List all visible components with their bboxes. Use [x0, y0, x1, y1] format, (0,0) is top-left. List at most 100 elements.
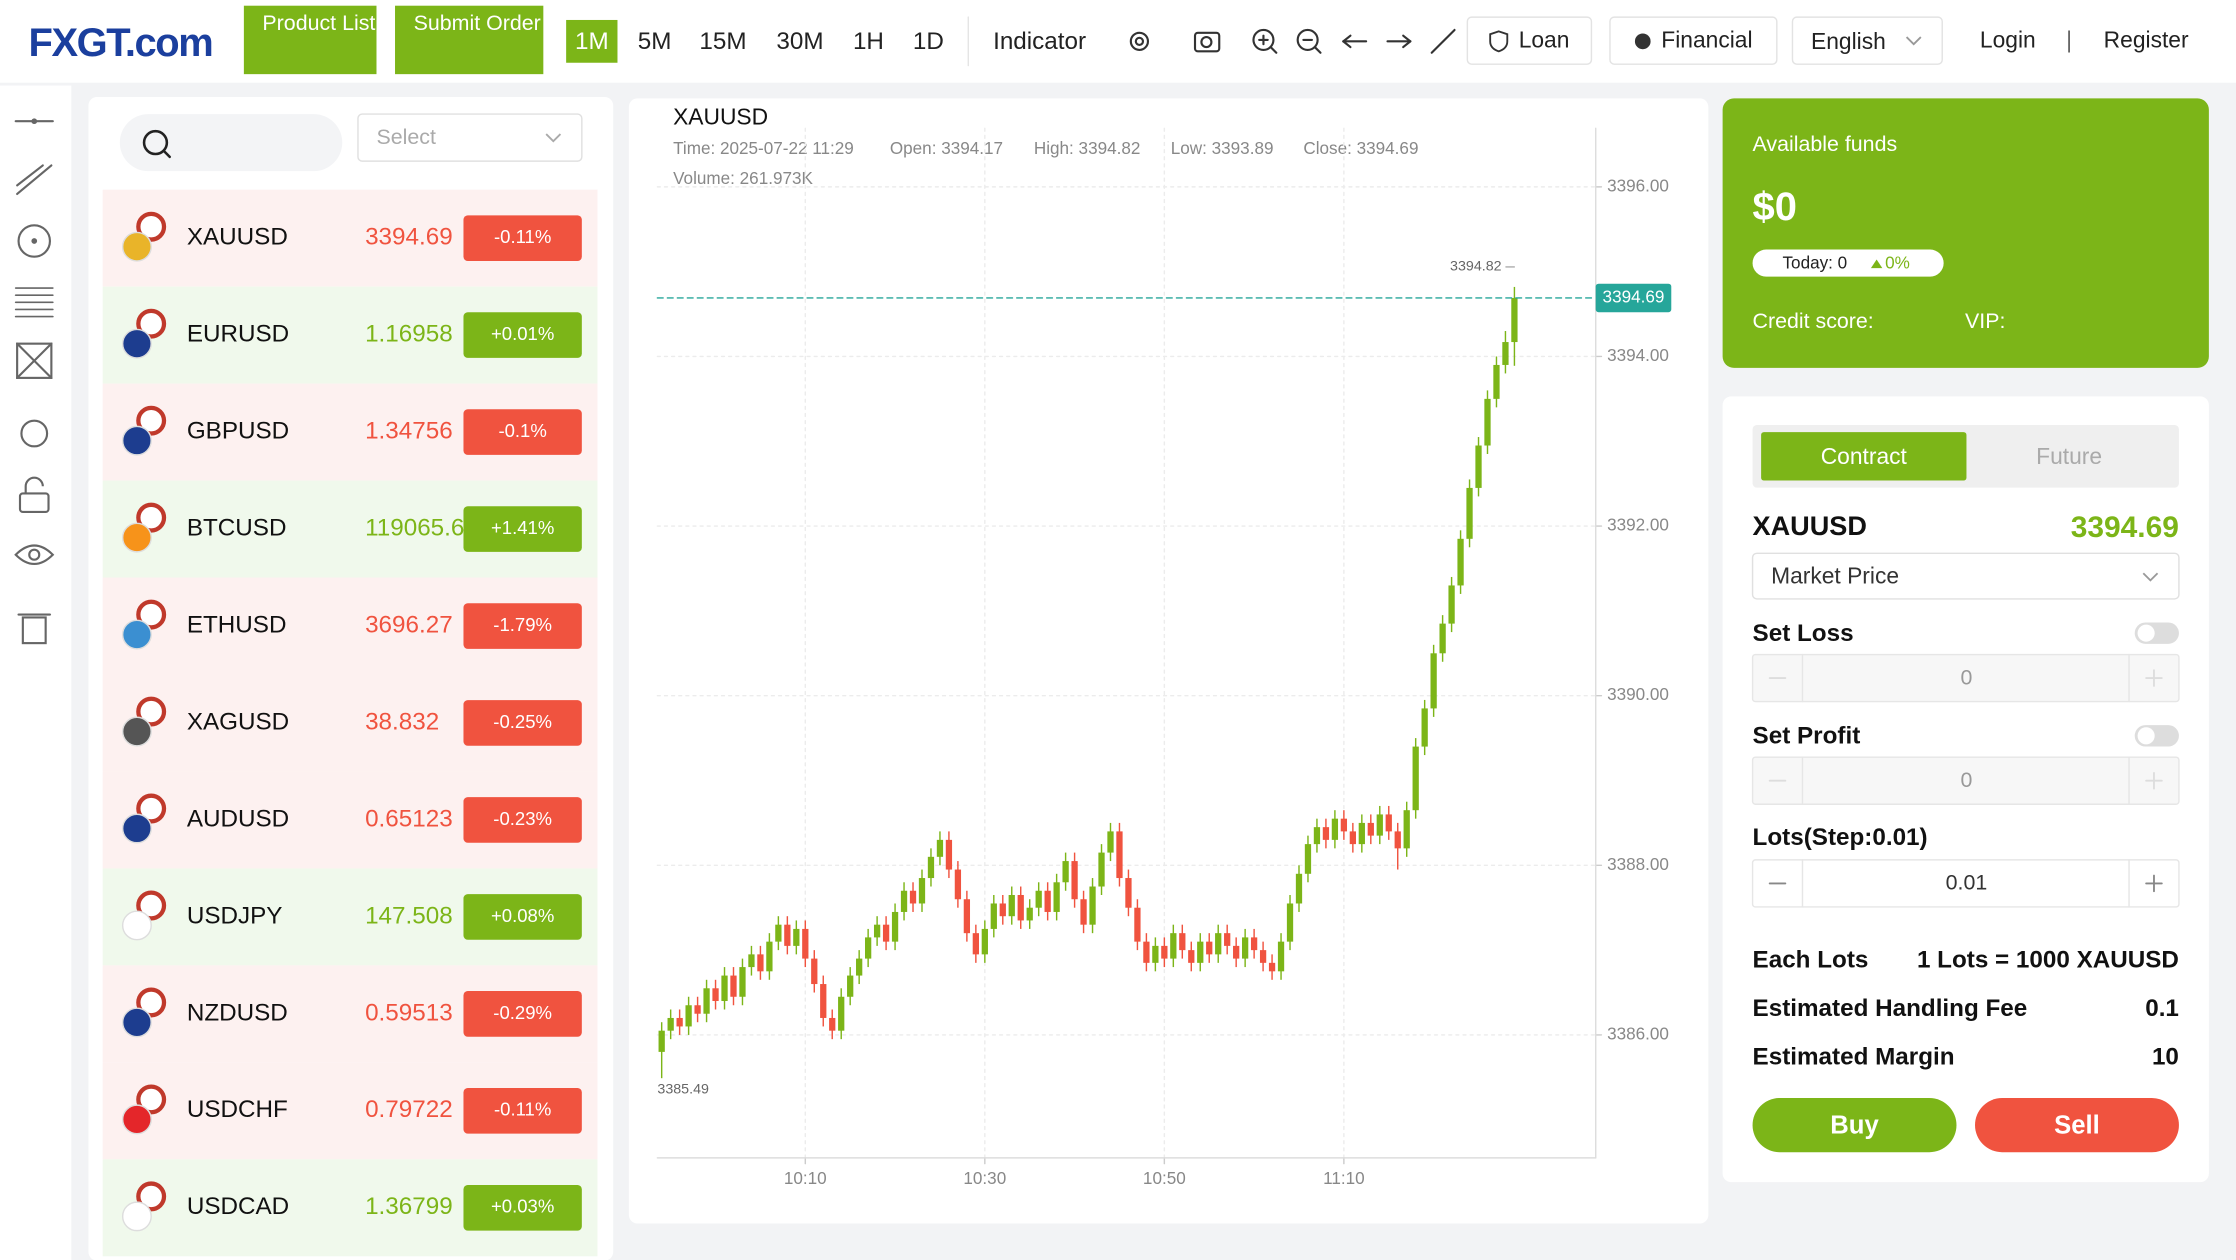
tool-trend — [16, 164, 44, 187]
candle-body — [1421, 708, 1428, 747]
y-tick-label: 3388.00 — [1607, 855, 1669, 874]
flag-us — [136, 890, 167, 921]
input-field[interactable] — [1751, 859, 2180, 908]
symbol: XAGUSD — [187, 708, 289, 735]
loan[interactable]: Loan — [1519, 26, 1570, 52]
left-icon — [1342, 34, 1352, 43]
x-tick-label: 10:10 — [784, 1169, 827, 1188]
candle-body — [775, 924, 782, 942]
input-field[interactable] — [1751, 756, 2180, 805]
change: -0.23% — [493, 808, 552, 829]
candle-body — [820, 984, 827, 1018]
input-field[interactable] — [1751, 653, 2180, 703]
change: +1.41% — [491, 517, 554, 538]
toggle-knob — [2137, 624, 2155, 642]
financial-button[interactable] — [1609, 16, 1778, 65]
change: -1.79% — [493, 614, 552, 635]
flag-base — [121, 813, 152, 844]
y-tick-label: 3394.00 — [1607, 346, 1669, 365]
candle-body — [1484, 398, 1491, 446]
financial[interactable]: Financial — [1661, 26, 1752, 52]
tool-trend — [16, 164, 53, 196]
input-value[interactable]: 0 — [1961, 768, 1973, 792]
price-type-select[interactable] — [1751, 552, 2180, 600]
candle-body — [1331, 818, 1339, 840]
register[interactable]: Register — [2104, 26, 2189, 52]
change: -0.1% — [498, 420, 546, 441]
input-value[interactable]: 0.01 — [1946, 871, 1988, 895]
candle-body — [1134, 907, 1141, 942]
sell-button[interactable] — [1975, 1098, 2179, 1153]
chevron — [1905, 36, 1922, 46]
timeframe[interactable]: 1H — [853, 28, 884, 55]
candle-body — [1215, 933, 1222, 955]
timeframe-active[interactable] — [566, 19, 618, 63]
candle-body — [1179, 933, 1186, 951]
candle-body — [1098, 852, 1105, 887]
shield-icon — [1489, 30, 1509, 53]
tab[interactable]: Future — [2036, 443, 2102, 469]
timeframe[interactable]: 1D — [913, 28, 944, 55]
sell-label[interactable]: Sell — [2054, 1111, 2100, 1139]
change-badge — [463, 603, 582, 649]
up-arrow — [1870, 259, 1883, 269]
buy-label[interactable]: Buy — [1830, 1111, 1879, 1139]
chart-panel — [628, 98, 1709, 1224]
candle-body — [1394, 831, 1401, 849]
candle-body — [1457, 538, 1464, 586]
candle-body — [802, 928, 809, 959]
change: +0.01% — [491, 323, 554, 344]
flag-base — [121, 1104, 152, 1135]
change: +0.08% — [491, 905, 554, 926]
account-amount: $0 — [1753, 185, 1797, 229]
indicator[interactable]: Indicator — [993, 28, 1086, 55]
candle-body — [945, 839, 953, 870]
header-button[interactable] — [243, 5, 377, 75]
change: -0.29% — [493, 1002, 552, 1023]
tab-active[interactable] — [1761, 432, 1967, 481]
candle-body — [891, 911, 899, 942]
symbol: GBPUSD — [187, 417, 289, 444]
language[interactable]: English — [1811, 28, 1886, 54]
candle-body — [793, 928, 800, 946]
y-tick-label: 3390.00 — [1607, 685, 1669, 704]
header-button-label: Product List — [262, 11, 376, 36]
header-button-label: Submit Order — [413, 11, 541, 36]
change-badge — [463, 700, 582, 746]
timeframe[interactable]: 1M — [575, 28, 609, 55]
price-type: Market Price — [1771, 563, 1899, 589]
symbol: USDCAD — [187, 1193, 289, 1220]
change-badge — [463, 506, 582, 552]
candle-body — [739, 967, 746, 997]
symbol: XAUUSD — [187, 224, 288, 251]
tab[interactable]: Contract — [1821, 443, 1908, 469]
buy-button[interactable] — [1752, 1098, 1957, 1153]
price: 0.79722 — [365, 1096, 453, 1123]
candle-body — [1475, 445, 1482, 488]
candle-body — [658, 1030, 665, 1052]
detail-label: Each Lots — [1753, 947, 1869, 974]
last-price-label: 3394.69 — [1603, 287, 1665, 306]
search-box[interactable] — [119, 114, 343, 172]
login[interactable]: Login — [1980, 26, 2036, 52]
header-button[interactable] — [395, 5, 544, 75]
button-text[interactable]: Submit Order — [413, 11, 541, 36]
loan-button[interactable] — [1466, 16, 1593, 65]
timeframe[interactable]: 5M — [638, 28, 672, 55]
candle-body — [954, 869, 962, 900]
set-loss: Set Loss — [1753, 620, 1854, 647]
timeframe[interactable]: 15M — [699, 28, 746, 55]
search-icon — [162, 149, 172, 159]
language-select[interactable] — [1791, 16, 1943, 65]
candle-body — [1295, 873, 1303, 904]
select-box[interactable] — [357, 113, 583, 162]
search-icon — [142, 129, 169, 156]
candle-body — [1008, 894, 1015, 917]
change-badge — [463, 991, 582, 1037]
flag-us — [136, 696, 167, 727]
timeframe[interactable]: 30M — [776, 28, 823, 55]
input-value[interactable]: 0 — [1961, 665, 1973, 689]
button-text[interactable]: Product List — [262, 11, 376, 36]
candle-body — [1206, 941, 1213, 955]
account-label: Available funds — [1753, 132, 1898, 156]
